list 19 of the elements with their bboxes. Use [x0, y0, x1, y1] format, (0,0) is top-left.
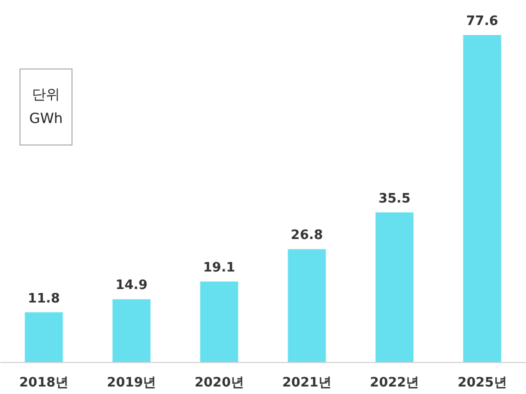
x-tick-label: 2019년 — [106, 376, 156, 390]
x-tick-label: 2022년 — [370, 376, 420, 390]
bar — [376, 212, 414, 362]
x-tick-label: 2020년 — [194, 376, 244, 390]
data-label: 26.8 — [290, 228, 323, 244]
data-label: 11.8 — [28, 291, 60, 306]
bar — [112, 299, 150, 362]
bar — [24, 312, 63, 362]
bar — [288, 249, 326, 362]
bar — [463, 35, 502, 362]
x-tick-label: 2018년 — [19, 376, 68, 390]
x-tick-label: 2021년 — [282, 376, 332, 390]
data-label: 77.6 — [466, 14, 498, 29]
data-label: 14.9 — [115, 278, 148, 294]
annotation: 단위 GWh — [29, 87, 63, 127]
data-label: 19.1 — [203, 260, 236, 276]
x-tick-label: 2025년 — [458, 376, 507, 390]
data-label: 35.5 — [378, 191, 411, 206]
bar — [200, 282, 238, 362]
